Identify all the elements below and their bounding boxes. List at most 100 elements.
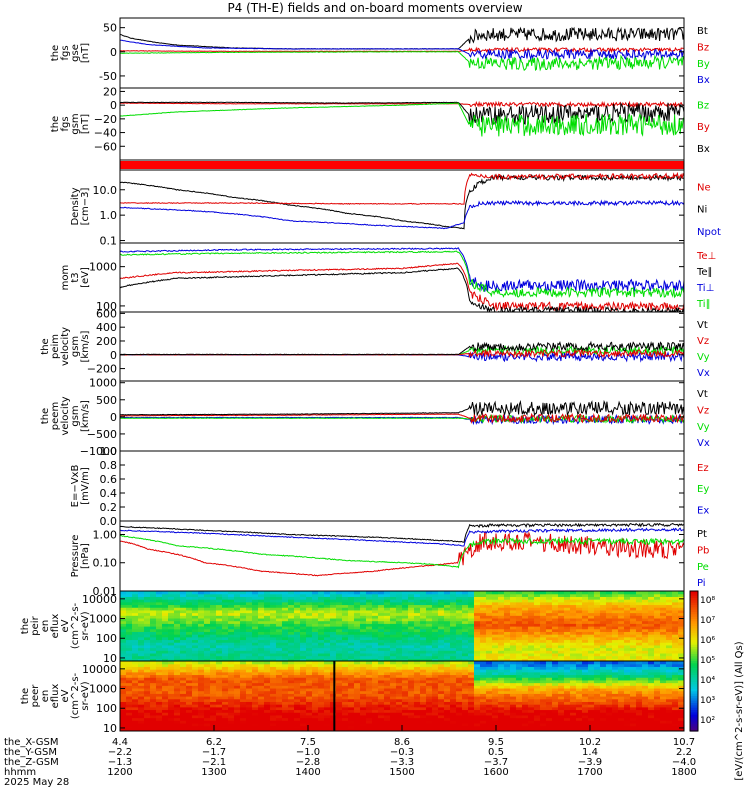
heatmap-cell <box>594 709 601 713</box>
heatmap-cell <box>300 655 307 659</box>
heatmap-cell <box>246 655 253 659</box>
heatmap-cell <box>624 636 631 641</box>
heatmap-cell <box>510 725 517 729</box>
heatmap-cell <box>618 620 625 624</box>
heatmap-cell <box>408 693 415 697</box>
heatmap-cell <box>216 687 223 692</box>
heatmap-cell <box>432 722 439 727</box>
heatmap-cell <box>354 650 361 654</box>
heatmap-cell <box>378 655 385 659</box>
heatmap-cell <box>444 685 451 689</box>
heatmap-cell <box>456 634 463 638</box>
heatmap-cell <box>564 685 571 689</box>
heatmap-cell <box>258 674 265 678</box>
heatmap-cell <box>336 698 343 702</box>
heatmap-cell <box>210 596 217 600</box>
heatmap-cell <box>240 634 247 638</box>
heatmap-cell <box>612 655 619 659</box>
heatmap-cell <box>198 725 205 729</box>
heatmap-cell <box>474 685 481 689</box>
heatmap-cell <box>246 706 253 711</box>
heatmap-cell <box>570 612 577 616</box>
heatmap-cell <box>198 628 205 632</box>
heatmap-cell <box>210 728 217 731</box>
heatmap-cell <box>312 623 319 627</box>
heatmap-cell <box>582 720 589 724</box>
heatmap-cell <box>282 652 289 657</box>
heatmap-cell <box>312 709 319 713</box>
heatmap-cell <box>396 661 403 665</box>
heatmap-cell <box>678 623 684 627</box>
heatmap-cell <box>450 634 457 638</box>
heatmap-cell <box>174 617 181 622</box>
heatmap-cell <box>294 685 301 689</box>
heatmap-cell <box>276 639 283 643</box>
heatmap-cell <box>540 591 547 595</box>
heatmap-cell <box>450 647 457 651</box>
heatmap-cell <box>390 623 397 627</box>
heatmap-cell <box>318 652 325 657</box>
heatmap-cell <box>372 658 379 661</box>
heatmap-cell <box>558 601 565 606</box>
heatmap-cell <box>156 620 163 624</box>
heatmap-cell <box>192 685 199 689</box>
heatmap-cell <box>168 593 175 597</box>
heatmap-cell <box>552 712 559 716</box>
heatmap-cell <box>324 666 331 670</box>
heatmap-cell <box>204 712 211 716</box>
heatmap-cell <box>450 623 457 627</box>
heatmap-cell <box>624 655 631 659</box>
heatmap-cell <box>300 620 307 624</box>
heatmap-cell <box>246 669 253 673</box>
heatmap-cell <box>342 607 349 611</box>
heatmap-cell <box>246 636 253 641</box>
heatmap-cell <box>270 636 277 641</box>
heatmap-cell <box>582 666 589 670</box>
heatmap-cell <box>144 701 151 705</box>
heatmap-cell <box>492 593 499 597</box>
heatmap-cell <box>504 682 511 686</box>
heatmap-cell <box>618 642 625 646</box>
heatmap-cell <box>246 631 253 635</box>
heatmap-cell <box>564 720 571 724</box>
heatmap-cell <box>420 679 427 684</box>
heatmap-cell <box>168 604 175 608</box>
heatmap-cell <box>450 615 457 619</box>
heatmap-cell <box>468 639 475 643</box>
heatmap-cell <box>540 617 547 622</box>
heatmap-cell <box>474 620 481 624</box>
heatmap-cell <box>180 626 187 630</box>
heatmap-cell <box>528 687 535 692</box>
heatmap-cell <box>186 696 193 700</box>
heatmap-cell <box>450 604 457 608</box>
heatmap-cell <box>516 596 523 600</box>
heatmap-cell <box>648 604 655 608</box>
heatmap-cell <box>672 644 679 649</box>
heatmap-cell <box>546 623 553 627</box>
heatmap-cell <box>192 682 199 686</box>
heatmap-cell <box>222 639 229 643</box>
heatmap-cell <box>234 725 241 729</box>
heatmap-cell <box>318 728 325 731</box>
heatmap-cell <box>474 712 481 716</box>
heatmap-cell <box>300 709 307 713</box>
heatmap-cell <box>156 612 163 616</box>
heatmap-cell <box>132 655 139 659</box>
heatmap-cell <box>330 725 337 729</box>
heatmap-cell <box>270 669 277 673</box>
heatmap-cell <box>468 591 475 595</box>
heatmap-cell <box>552 596 559 600</box>
heatmap-cell <box>672 596 679 600</box>
heatmap-cell <box>276 644 283 649</box>
heatmap-cell <box>288 623 295 627</box>
heatmap-cell <box>324 636 331 641</box>
heatmap-cell <box>456 636 463 641</box>
heatmap-cell <box>120 639 127 643</box>
heatmap-cell <box>144 607 151 611</box>
heatmap-cell <box>246 626 253 630</box>
heatmap-cell <box>402 650 409 654</box>
heatmap-cell <box>318 620 325 624</box>
heatmap-cell <box>330 685 337 689</box>
heatmap-cell <box>264 636 271 641</box>
heatmap-cell <box>528 628 535 632</box>
